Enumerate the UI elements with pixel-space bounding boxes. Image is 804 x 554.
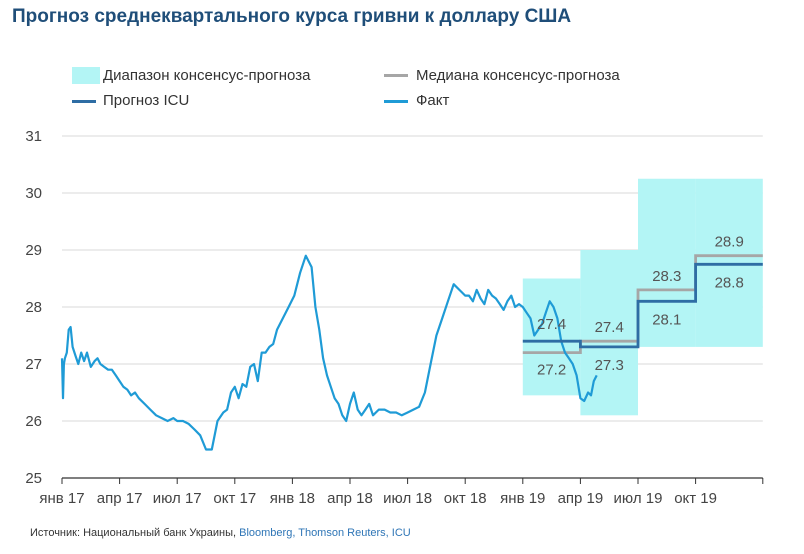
chart-title: Прогноз среднеквартального курса гривни … [12, 6, 572, 27]
x-tick-label-7: окт 18 [444, 490, 487, 507]
icu-label-1: 27.4 [537, 316, 566, 333]
x-tick-label-1: апр 17 [97, 490, 143, 507]
x-tick-label-3: окт 17 [213, 490, 256, 507]
source-note: Источник: Национальный банк Украины, Blo… [30, 527, 411, 539]
legend-range-label: Диапазон консенсус-прогноза [103, 67, 311, 84]
median-label-1: 27.2 [537, 362, 566, 379]
y-tick-label-29: 29 [25, 242, 42, 259]
y-tick-label-31: 31 [25, 128, 42, 145]
source-prefix: Источник: Национальный банк Украины, [30, 527, 237, 539]
x-tick-label-11: окт 19 [674, 490, 717, 507]
range-box-2 [580, 250, 638, 416]
icu-label-3: 28.1 [652, 311, 681, 328]
range-box-3 [638, 178, 696, 347]
x-tick-label-10: июл 19 [614, 490, 663, 507]
range-box-4 [695, 178, 763, 347]
x-tick-label-0: янв 17 [39, 490, 84, 507]
legend-icu-swatch [72, 100, 96, 103]
source-rest: Bloomberg, Thomson Reuters, ICU [236, 527, 411, 539]
median-label-2: 27.4 [595, 319, 624, 336]
x-tick-label-4: янв 18 [270, 490, 315, 507]
legend-range-swatch [72, 67, 100, 84]
x-tick-label-5: апр 18 [327, 490, 373, 507]
median-label-3: 28.3 [652, 268, 681, 285]
legend-icu-label: Прогноз ICU [103, 92, 190, 109]
y-tick-label-28: 28 [25, 299, 42, 316]
y-tick-label-25: 25 [25, 470, 42, 487]
median-label-4: 28.9 [715, 234, 744, 251]
y-tick-label-27: 27 [25, 356, 42, 373]
legend-median-swatch [384, 74, 408, 77]
icu-step-line [522, 262, 763, 349]
range-box-1 [522, 278, 581, 396]
x-tick-label-8: янв 19 [500, 490, 545, 507]
x-tick-label-2: июл 17 [153, 490, 202, 507]
icu-label-4: 28.8 [715, 274, 744, 291]
legend-median-label: Медиана консенсус-прогноза [416, 67, 620, 84]
x-tick-label-6: июл 18 [383, 490, 432, 507]
y-tick-label-26: 26 [25, 413, 42, 430]
legend-fact-label: Факт [416, 92, 450, 109]
x-tick-label-9: апр 19 [558, 490, 604, 507]
legend-fact-swatch [384, 100, 408, 103]
y-tick-label-30: 30 [25, 185, 42, 202]
fact-line [60, 254, 598, 451]
icu-label-2: 27.3 [595, 357, 624, 374]
